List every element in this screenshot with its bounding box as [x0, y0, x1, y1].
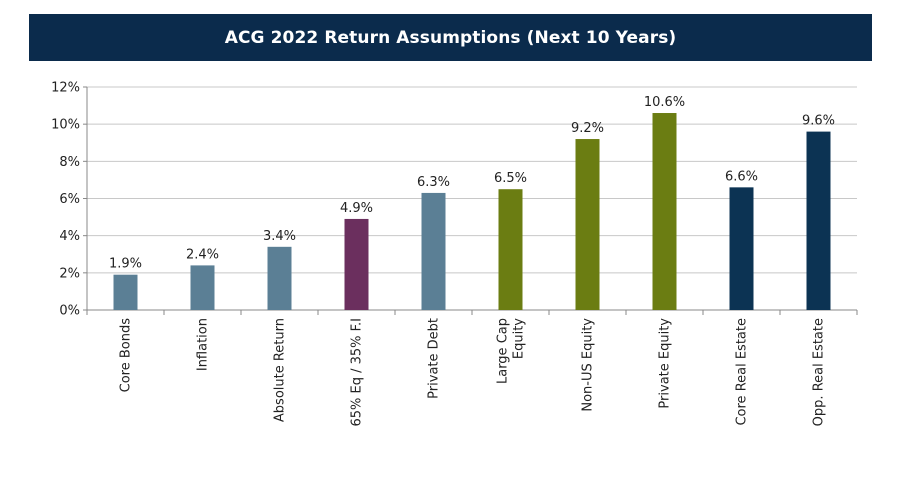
data-label: 9.6% — [802, 114, 835, 129]
y-tick-label: 4% — [59, 229, 80, 244]
data-label: 4.9% — [340, 201, 373, 216]
bar — [344, 218, 369, 310]
category-label: Inflation — [196, 318, 211, 371]
bar — [421, 192, 446, 310]
category-label-line: Core Real Estate — [735, 318, 750, 426]
data-label: 9.2% — [571, 121, 604, 136]
category-label: Core Bonds — [119, 318, 134, 393]
category-label-line: Private Equity — [658, 318, 673, 409]
data-label: 1.9% — [109, 257, 142, 272]
bar — [729, 187, 754, 310]
y-tick-label: 8% — [59, 155, 80, 170]
bar — [575, 139, 600, 310]
category-label: 65% Eq / 35% F.I — [350, 318, 365, 427]
data-label: 3.4% — [263, 229, 296, 244]
category-label: Core Real Estate — [735, 318, 750, 426]
category-label-line: Inflation — [196, 318, 211, 371]
category-label: Opp. Real Estate — [812, 318, 827, 426]
bar — [806, 131, 831, 310]
bar — [267, 246, 292, 310]
category-label-line: Absolute Return — [273, 318, 288, 422]
category-label: Non-US Equity — [581, 318, 596, 412]
category-label-line: Large Cap — [496, 318, 511, 384]
y-tick-label: 12% — [51, 81, 80, 96]
category-label-line: Opp. Real Estate — [812, 318, 827, 426]
data-label: 6.5% — [494, 171, 527, 186]
y-tick-label: 0% — [59, 304, 80, 319]
category-label: Large CapEquity — [496, 318, 527, 384]
category-label-line: Non-US Equity — [581, 318, 596, 412]
bar — [113, 274, 138, 310]
category-label: Private Equity — [658, 318, 673, 409]
data-label: 2.4% — [186, 247, 219, 262]
data-label: 10.6% — [644, 95, 685, 110]
category-label-line: Equity — [512, 318, 527, 359]
y-tick-label: 2% — [59, 266, 80, 281]
category-label-line: Core Bonds — [119, 318, 134, 393]
category-label: Private Debt — [427, 318, 442, 399]
data-label: 6.3% — [417, 175, 450, 190]
chart-title: ACG 2022 Return Assumptions (Next 10 Yea… — [224, 27, 677, 48]
y-tick-label: 6% — [59, 192, 80, 207]
category-label-line: Private Debt — [427, 318, 442, 399]
y-tick-label: 10% — [51, 118, 80, 133]
bar — [498, 189, 523, 310]
data-label: 6.6% — [725, 169, 758, 184]
category-label: Absolute Return — [273, 318, 288, 422]
chart-title-banner: ACG 2022 Return Assumptions (Next 10 Yea… — [29, 14, 872, 61]
category-label-line: 65% Eq / 35% F.I — [350, 318, 365, 427]
bar — [652, 113, 677, 311]
bar — [190, 265, 215, 310]
